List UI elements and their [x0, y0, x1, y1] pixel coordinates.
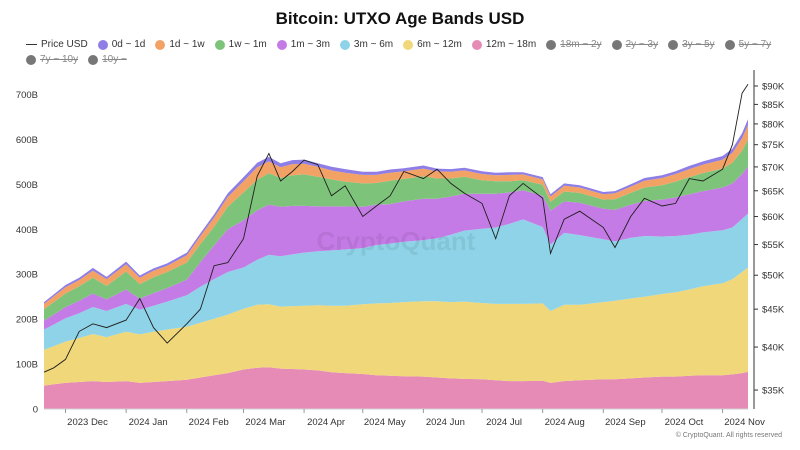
right-tick-label: $45K	[762, 305, 785, 316]
legend-item-6m-12m[interactable]: 6m ~ 12m	[403, 38, 462, 51]
legend-swatch	[155, 39, 166, 50]
legend-label: 3y ~ 5y	[682, 39, 715, 50]
y-tick-label: 400B	[16, 225, 38, 236]
legend-item-1m-3m[interactable]: 1m ~ 3m	[276, 38, 330, 51]
right-tick-label: $90K	[762, 81, 785, 92]
legend-item-1d-1w[interactable]: 1d ~ 1w	[155, 38, 205, 51]
legend-swatch	[471, 39, 482, 50]
y-tick-label: 100B	[16, 360, 38, 371]
right-tick-label: $85K	[762, 100, 785, 111]
right-tick-label: $75K	[762, 140, 785, 151]
legend-label: 1w ~ 1m	[228, 39, 267, 50]
legend-swatch	[339, 39, 350, 50]
price-line	[43, 83, 749, 373]
y-tick-label: 600B	[16, 135, 38, 146]
legend-item-12m-18m[interactable]: 12m ~ 18m	[471, 38, 537, 51]
legend-swatch	[668, 39, 679, 50]
legend-swatch	[97, 39, 108, 50]
legend-label: 3m ~ 6m	[353, 39, 394, 50]
chart-legend: Price USD 0d ~ 1d 1d ~ 1w 1w ~ 1m 1m ~ 3m 3m …	[26, 38, 796, 66]
legend-item-3m-6m[interactable]: 3m ~ 6m	[339, 38, 394, 51]
x-tick-label: 2024 Jul	[486, 417, 522, 428]
legend-item-3y-5y[interactable]: 3y ~ 5y	[668, 38, 715, 51]
right-tick-label: $60K	[762, 212, 785, 223]
x-tick-label: 2024 Apr	[307, 417, 345, 428]
x-tick-label: 2024 Jan	[129, 417, 168, 428]
right-tick-label: $50K	[762, 271, 785, 282]
legend-swatch	[276, 39, 287, 50]
legend-label: 0d ~ 1d	[111, 39, 146, 50]
copyright-note: © CryptoQuant. All rights reserved	[675, 432, 782, 439]
legend-swatch	[546, 39, 557, 50]
legend-item-18m-2y[interactable]: 18m ~ 2y	[546, 38, 602, 51]
legend-swatch	[26, 44, 37, 45]
right-tick-label: $35K	[762, 386, 785, 397]
area-series-3m-6m	[44, 213, 748, 350]
legend-swatch	[88, 54, 99, 65]
legend-item-2y-3y[interactable]: 2y ~ 3y	[611, 38, 659, 51]
watermark: CryptoQuant	[317, 226, 476, 256]
x-tick-label: 2024 Jun	[426, 417, 465, 428]
right-tick-label: $55K	[762, 240, 785, 251]
right-tick-label: $80K	[762, 119, 785, 130]
legend-item-5y-7y[interactable]: 5y ~ 7y	[724, 38, 772, 51]
legend-item-1w-1m[interactable]: 1w ~ 1m	[214, 38, 267, 51]
x-tick-label: 2024 Aug	[545, 417, 585, 428]
legend-label: 5y ~ 7y	[738, 39, 772, 50]
x-tick-label: 2023 Dec	[67, 417, 108, 428]
y-tick-label: 0	[33, 405, 38, 416]
legend-swatch	[611, 39, 622, 50]
x-tick-label: 2024 Feb	[189, 417, 229, 428]
right-tick-label: $70K	[762, 162, 785, 173]
right-tick-label: $65K	[762, 186, 785, 197]
chart-title: Bitcoin: UTXO Age Bands USD	[275, 9, 525, 28]
y-tick-label: 300B	[16, 270, 38, 281]
legend-swatch	[26, 54, 36, 65]
legend-label: 12m ~ 18m	[485, 39, 537, 50]
legend-swatch	[214, 39, 225, 50]
x-tick-label: 2024 Oct	[665, 417, 704, 428]
legend-swatch	[403, 39, 414, 50]
legend-label: 2y ~ 3y	[625, 39, 659, 50]
legend-label: 1d ~ 1w	[169, 39, 205, 50]
legend-item-price-usd[interactable]: Price USD	[26, 38, 88, 51]
area-series-12m-18m	[44, 367, 748, 409]
legend-label: Price USD	[41, 39, 88, 50]
area-series-1m-3m	[44, 166, 748, 330]
legend-label: 18m ~ 2y	[560, 39, 602, 50]
y-tick-label: 500B	[16, 180, 38, 191]
y-tick-label: 200B	[16, 315, 38, 326]
x-tick-label: 2024 Mar	[245, 417, 285, 428]
legend-item-10y-[interactable]: 10y ~	[88, 53, 127, 66]
x-tick-label: 2024 Sep	[605, 417, 646, 428]
x-tick-label: 2024 May	[364, 417, 406, 428]
legend-label: 7y ~ 10y	[40, 54, 79, 65]
legend-label: 1m ~ 3m	[290, 39, 330, 50]
x-tick-label: 2024 Nov	[724, 417, 765, 428]
y-tick-label: 700B	[16, 90, 38, 101]
area-series-6m-12m	[44, 267, 748, 386]
legend-swatch	[724, 39, 735, 50]
legend-label: 6m ~ 12m	[417, 39, 462, 50]
legend-item-0d-1d[interactable]: 0d ~ 1d	[97, 38, 146, 51]
right-tick-label: $40K	[762, 343, 785, 354]
legend-label: 10y ~	[102, 54, 127, 65]
legend-item-7y-10y[interactable]: 7y ~ 10y	[26, 53, 78, 66]
